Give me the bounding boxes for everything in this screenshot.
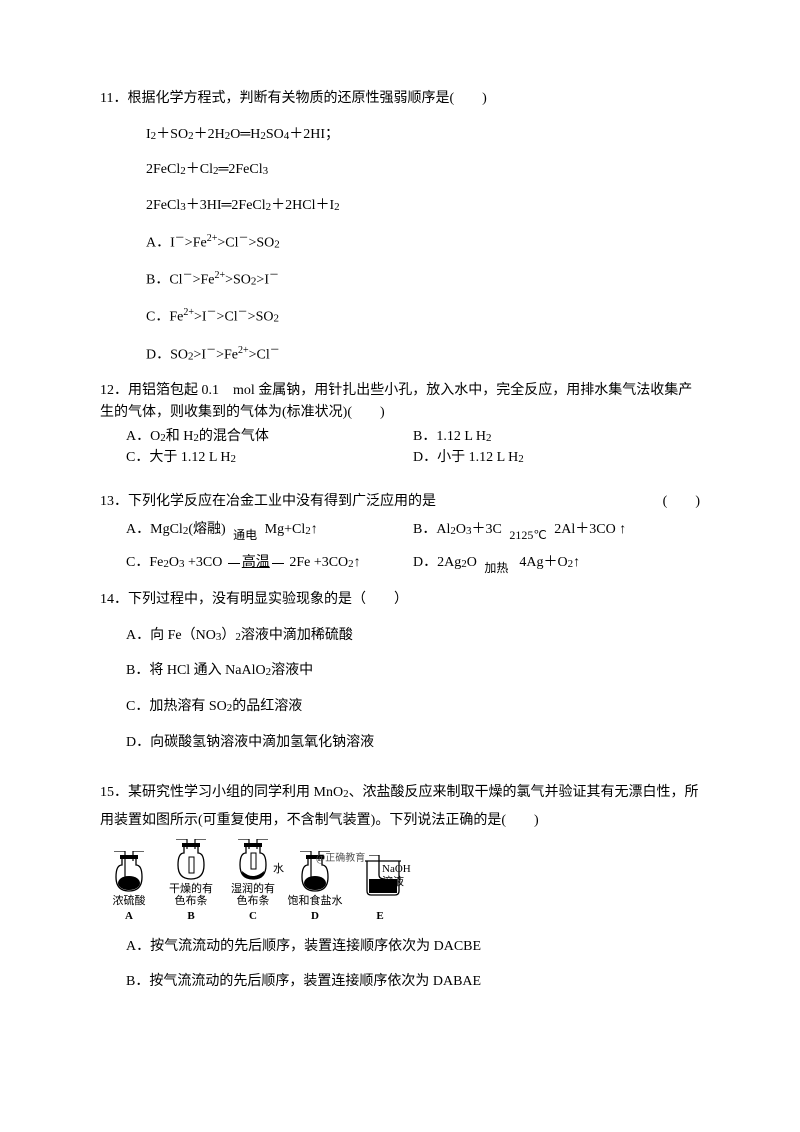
q13-stem: 13．下列化学反应在冶金工业中没有得到广泛应用的是 ( ) xyxy=(100,491,700,513)
bottle-a: 浓硫酸 A xyxy=(100,851,158,921)
exam-page: 11．根据化学方程式，判断有关物质的还原性强弱顺序是( ) I2＋SO2＋2H2… xyxy=(0,0,800,1132)
question-12: 12．用铝箔包起 0.1 mol 金属钠，用针扎出些小孔，放入水中，完全反应，用… xyxy=(100,380,700,469)
q11-eq3: 2FeCl3＋3HI═2FeCl2＋2HCl＋I2 xyxy=(100,195,700,217)
question-13: 13．下列化学反应在冶金工业中没有得到广泛应用的是 ( ) A．MgCl2(熔融… xyxy=(100,491,700,575)
flask-icon xyxy=(234,839,272,881)
q14-a: A．向 Fe（NO3）2溶液中滴加稀硫酸 xyxy=(100,625,700,647)
q12-text: 用铝箔包起 0.1 mol 金属钠，用针扎出些小孔，放入水中，完全反应，用排水集… xyxy=(100,383,692,420)
water-label: 水 xyxy=(273,863,284,875)
q14-number: 14． xyxy=(100,592,128,607)
arrow-2125c: 2125℃ xyxy=(509,529,546,542)
q14-stem: 14．下列过程中，没有明显实验现象的是（ ） xyxy=(100,589,700,611)
q11-eq2: 2FeCl2＋Cl2═2FeCl3 xyxy=(100,159,700,181)
q11-number: 11． xyxy=(100,91,127,106)
arrow-heat: 加热 xyxy=(484,562,508,575)
q11-stem: 11．根据化学方程式，判断有关物质的还原性强弱顺序是( ) xyxy=(100,88,700,110)
question-15: 15．某研究性学习小组的同学利用 MnO2、浓盐酸反应来制取干燥的氯气并验证其有… xyxy=(100,779,700,993)
beaker-e: NaOH溶液 E xyxy=(348,855,412,921)
q15-b: B．按气流流动的先后顺序，装置连接顺序依次为 DABAE xyxy=(100,971,700,993)
q11-c: C．Fe2+>I－>Cl－>SO2 xyxy=(100,305,700,328)
arrow-electrolysis: 通电 xyxy=(233,529,257,542)
flask-icon xyxy=(110,851,148,893)
q14-text: 下列过程中，没有明显实验现象的是（ ） xyxy=(128,592,408,607)
q11-a: A．I－>Fe2+>Cl－>SO2 xyxy=(100,231,700,254)
apparatus-diagram: 浓硫酸 A 干燥的有色布条 B xyxy=(100,839,700,921)
q11-text: 根据化学方程式，判断有关物质的还原性强弱顺序是( ) xyxy=(127,91,486,106)
q15-number: 15． xyxy=(100,785,128,800)
q12-stem: 12．用铝箔包起 0.1 mol 金属钠，用针扎出些小孔，放入水中，完全反应，用… xyxy=(100,380,700,423)
q13-row1: A．MgCl2(熔融) 通电 Mg+Cl2↑ B．Al2O3＋3C 2125℃ … xyxy=(100,519,700,542)
q13-text: 下列化学反应在冶金工业中没有得到广泛应用的是 xyxy=(128,494,436,509)
question-11: 11．根据化学方程式，判断有关物质的还原性强弱顺序是( ) I2＋SO2＋2H2… xyxy=(100,88,700,366)
q15-stem: 15．某研究性学习小组的同学利用 MnO2、浓盐酸反应来制取干燥的氯气并验证其有… xyxy=(100,779,700,835)
q13-row2: C．Fe2O3 +3CO 高温 2Fe +3CO2↑ D．2Ag2O 加热 4A… xyxy=(100,552,700,575)
q12-number: 12． xyxy=(100,383,128,398)
q14-c: C．加热溶有 SO2的品红溶液 xyxy=(100,696,700,718)
bottle-c: 水 湿润的有色布条 C xyxy=(224,839,282,921)
q11-d: D．SO2>I－>Fe2+>Cl－ xyxy=(100,343,700,366)
question-14: 14．下列过程中，没有明显实验现象的是（ ） A．向 Fe（NO3）2溶液中滴加… xyxy=(100,589,700,753)
flask-icon xyxy=(172,839,210,881)
q11-b: B．Cl－>Fe2+>SO2>I－ xyxy=(100,268,700,291)
bottle-d: @正确教育 饱和食盐水 D xyxy=(286,851,344,921)
q14-d: D．向碳酸氢钠溶液中滴加氢氧化钠溶液 xyxy=(100,732,700,754)
q12-row2: C．大于 1.12 L H2 D．小于 1.12 L H2 xyxy=(100,447,700,469)
bottle-b: 干燥的有色布条 B xyxy=(162,839,220,921)
q13-paren: ( ) xyxy=(663,491,700,513)
q13-number: 13． xyxy=(100,494,128,509)
q12-row1: A．O2和 H2的混合气体 B．1.12 L H2 xyxy=(100,426,700,448)
q14-b: B．将 HCl 通入 NaAlO2溶液中 xyxy=(100,660,700,682)
watermark-text: @正确教育 xyxy=(316,853,365,864)
q15-a: A．按气流流动的先后顺序，装置连接顺序依次为 DACBE xyxy=(100,936,700,958)
q11-eq1: I2＋SO2＋2H2O═H2SO4＋2HI； xyxy=(100,124,700,146)
